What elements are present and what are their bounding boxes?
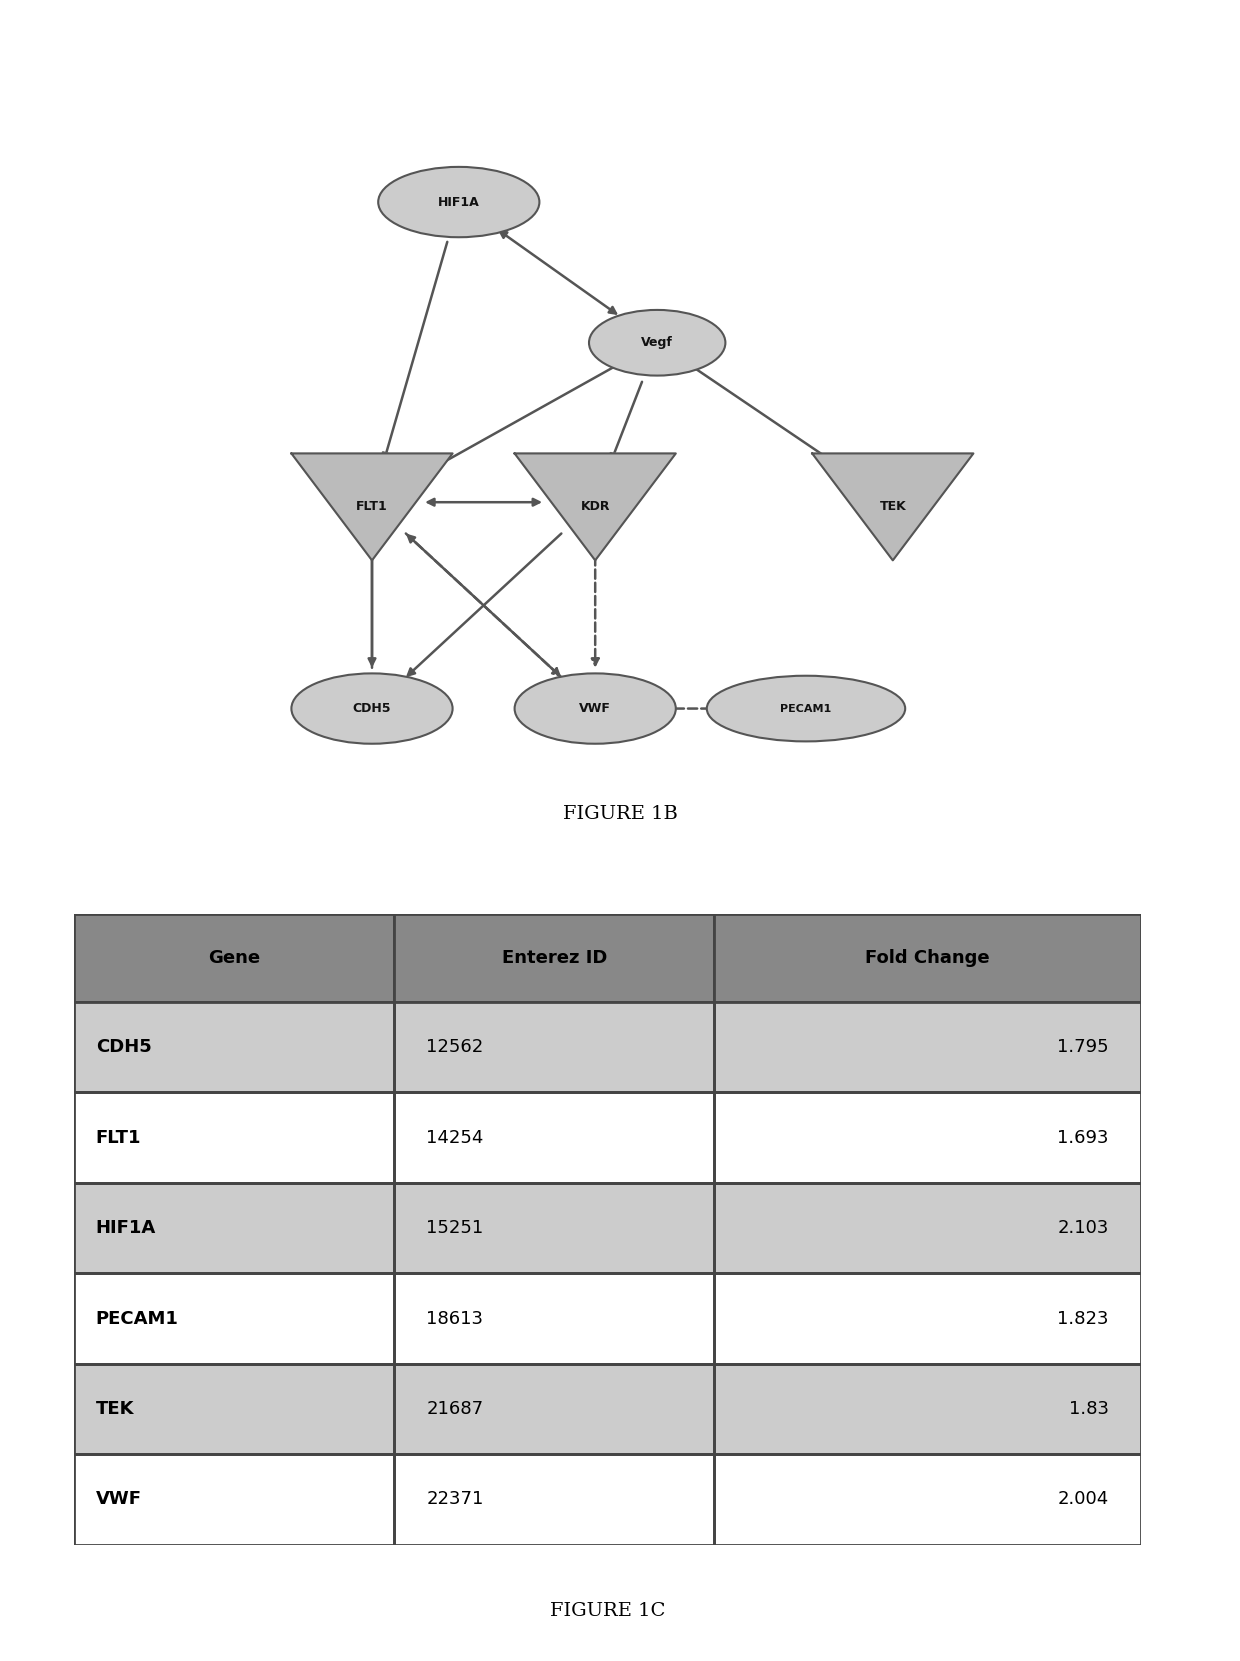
Bar xyxy=(74,1455,1141,1545)
Ellipse shape xyxy=(291,673,453,744)
Bar xyxy=(74,1002,1141,1093)
Ellipse shape xyxy=(378,166,539,238)
Bar xyxy=(714,1093,1141,1183)
Bar xyxy=(394,914,714,1002)
Text: KDR: KDR xyxy=(580,500,610,513)
Bar xyxy=(74,914,394,1002)
FancyArrowPatch shape xyxy=(368,543,376,664)
Ellipse shape xyxy=(515,673,676,744)
Text: VWF: VWF xyxy=(579,703,611,716)
Text: PECAM1: PECAM1 xyxy=(780,704,832,714)
Bar xyxy=(394,1274,714,1364)
Text: 1.693: 1.693 xyxy=(1058,1128,1109,1146)
FancyArrowPatch shape xyxy=(610,382,642,460)
Text: Gene: Gene xyxy=(208,948,260,967)
Bar xyxy=(74,1183,394,1274)
Text: 2.103: 2.103 xyxy=(1058,1219,1109,1237)
Polygon shape xyxy=(291,453,453,560)
Text: Enterez ID: Enterez ID xyxy=(502,948,606,967)
Text: 1.823: 1.823 xyxy=(1058,1309,1109,1327)
Bar xyxy=(74,1455,394,1545)
Bar xyxy=(394,1364,714,1455)
Bar xyxy=(714,1364,1141,1455)
Text: 22371: 22371 xyxy=(427,1490,484,1508)
Text: 21687: 21687 xyxy=(427,1400,484,1418)
FancyArrowPatch shape xyxy=(591,543,599,664)
Text: HIF1A: HIF1A xyxy=(438,196,480,209)
Text: FIGURE 1B: FIGURE 1B xyxy=(563,804,677,822)
FancyArrowPatch shape xyxy=(697,370,851,473)
Bar xyxy=(714,1455,1141,1545)
Text: 1.795: 1.795 xyxy=(1058,1038,1109,1056)
Bar xyxy=(74,1093,394,1183)
FancyArrowPatch shape xyxy=(383,243,448,460)
Text: Fold Change: Fold Change xyxy=(866,948,990,967)
Bar xyxy=(74,1274,394,1364)
Ellipse shape xyxy=(589,311,725,375)
Text: 14254: 14254 xyxy=(427,1128,484,1146)
Bar xyxy=(714,1002,1141,1093)
Text: CDH5: CDH5 xyxy=(352,703,392,716)
Text: FLT1: FLT1 xyxy=(356,500,388,513)
Text: PECAM1: PECAM1 xyxy=(95,1309,179,1327)
FancyArrowPatch shape xyxy=(405,533,559,676)
Bar xyxy=(74,1093,1141,1183)
FancyArrowPatch shape xyxy=(649,706,750,713)
Text: Vegf: Vegf xyxy=(641,336,673,349)
Text: FIGURE 1C: FIGURE 1C xyxy=(549,1601,666,1619)
Bar xyxy=(394,1093,714,1183)
Polygon shape xyxy=(812,453,973,560)
Text: 18613: 18613 xyxy=(427,1309,484,1327)
Bar xyxy=(74,1183,1141,1274)
Text: 15251: 15251 xyxy=(427,1219,484,1237)
FancyArrowPatch shape xyxy=(368,546,376,668)
FancyArrowPatch shape xyxy=(408,533,562,676)
Text: TEK: TEK xyxy=(879,500,906,513)
Bar xyxy=(74,1364,394,1455)
Text: TEK: TEK xyxy=(95,1400,134,1418)
Bar xyxy=(74,1002,394,1093)
Text: CDH5: CDH5 xyxy=(95,1038,151,1056)
Ellipse shape xyxy=(707,676,905,741)
Text: 1.83: 1.83 xyxy=(1069,1400,1109,1418)
Bar xyxy=(74,1274,1141,1364)
Text: VWF: VWF xyxy=(95,1490,141,1508)
Bar xyxy=(394,1002,714,1093)
Bar xyxy=(74,1364,1141,1455)
Text: FLT1: FLT1 xyxy=(95,1128,141,1146)
Bar xyxy=(714,914,1141,1002)
Polygon shape xyxy=(515,453,676,560)
Bar xyxy=(714,1274,1141,1364)
Bar xyxy=(714,1183,1141,1274)
FancyArrowPatch shape xyxy=(408,535,562,678)
Text: 2.004: 2.004 xyxy=(1058,1490,1109,1508)
FancyArrowPatch shape xyxy=(500,231,616,314)
Text: 12562: 12562 xyxy=(427,1038,484,1056)
Bar xyxy=(394,1455,714,1545)
Bar xyxy=(394,1183,714,1274)
FancyArrowPatch shape xyxy=(428,498,539,505)
FancyArrowPatch shape xyxy=(417,367,614,477)
Text: HIF1A: HIF1A xyxy=(95,1219,156,1237)
